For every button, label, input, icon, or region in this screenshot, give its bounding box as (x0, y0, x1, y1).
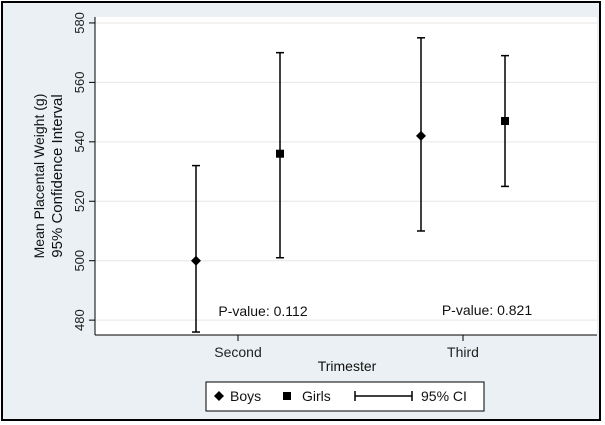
legend-girls-label: Girls (302, 388, 331, 404)
legend-boys-label: Boys (230, 388, 261, 404)
y-axis-subtitle: 95% Confidence Interval (49, 94, 66, 257)
x-axis-title: Trimester (318, 358, 377, 374)
y-tick-label-540: 540 (72, 131, 87, 153)
legend-ci-label: 95% CI (421, 388, 467, 404)
y-axis-title: Mean Placental Weight (g) (31, 94, 47, 259)
annotation-pvalue-second: P-value: 0.112 (218, 303, 307, 319)
y-tick-label-520: 520 (72, 190, 87, 212)
marker-boys-third (416, 130, 426, 141)
marker-girls-third (501, 117, 509, 126)
legend: Boys Girls 95% CI (205, 381, 485, 412)
x-ticks: Second Third (214, 335, 479, 360)
y-tick-label-560: 560 (72, 72, 87, 94)
y-ticks: 480 500 520 540 560 580 (72, 12, 95, 331)
markers (191, 117, 509, 266)
marker-girls-second (276, 149, 284, 158)
marker-boys-second (191, 255, 201, 266)
plot-area (95, 17, 597, 335)
x-tick-label-second: Second (214, 344, 261, 360)
y-tick-label-580: 580 (72, 12, 87, 34)
legend-box (205, 381, 485, 412)
grid-lines (95, 22, 597, 321)
x-tick-label-third: Third (447, 344, 479, 360)
annotation-pvalue-third: P-value: 0.821 (442, 302, 532, 318)
legend-boys-marker (214, 391, 224, 401)
y-tick-label-500: 500 (72, 250, 87, 272)
legend-girls-marker (283, 392, 291, 400)
y-tick-label-480: 480 (72, 309, 87, 331)
